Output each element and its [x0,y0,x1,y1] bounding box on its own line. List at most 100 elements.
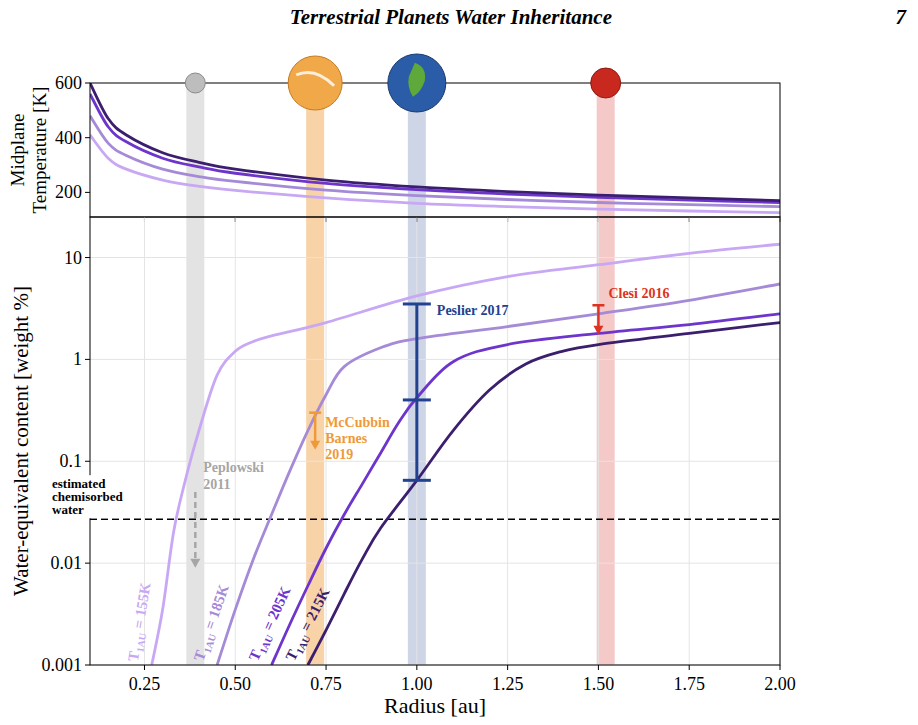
series-label: T1AU = 155K [125,581,157,663]
limit-label: Peplowski 2011 [203,460,264,492]
limit-label-line: 2019 [325,447,353,462]
limit-arrow: Peplowski 2011 [190,460,264,568]
tick-x [780,665,781,670]
tick-y [85,137,90,138]
series-label-part: = 215K [296,585,333,637]
limit-label-line: Peplowski [203,460,264,475]
tick-x [235,665,236,670]
limit-cap [309,411,321,414]
series-label-part: = 155K [130,581,154,633]
tick-x [507,665,508,670]
tick-label-y: 600 [55,73,82,93]
limit-cap [592,304,604,307]
limit-label-line: Clesi 2016 [608,286,669,301]
tick-label-x: 1.75 [673,674,705,694]
limit-stem [597,305,600,327]
tick-label-x: 0.25 [129,674,161,694]
grid-line-y [90,461,780,462]
limit-arrowhead [310,441,320,450]
plot-frame [90,217,780,665]
planet-band [597,83,615,665]
grid-line-x [598,217,599,665]
tick-label-y: 400 [55,128,82,148]
tick-x [598,665,599,670]
error-bar-cap [403,302,431,305]
grid-line-y [90,257,780,258]
tick-y [85,665,90,666]
tick-label-x: 2.00 [764,674,796,694]
series-line [217,284,780,665]
limit-arrow: McCubbinBarnes2019 [309,413,390,462]
error-bar-cap [403,398,431,401]
planet-icon [388,54,446,112]
series-label: T1AU = 185K [191,582,235,664]
limit-arrowhead [190,559,200,568]
background [0,0,918,725]
tick-label-y: 0.001 [42,655,83,675]
error-bar-cap [403,479,431,482]
planet-detail [296,72,334,85]
limit-label: Clesi 2016 [608,286,669,301]
tick-y [85,563,90,564]
axis-title-y: MidplaneTemperature [K] [7,87,50,214]
series-line [90,94,780,203]
limit-label-line: 2011 [203,477,230,492]
planet-band [186,83,204,665]
grid-line-x [235,217,236,665]
tick-y [85,257,90,258]
tick-label-y: 1 [73,349,82,369]
error-bar-label: Peslier 2017 [437,303,509,318]
data-area [90,244,780,665]
limit-stem [194,492,197,561]
running-title: Terrestrial Planets Water Inheritance [290,5,612,29]
tick-label-x: 0.50 [220,674,252,694]
tick-x [689,665,690,670]
tick-x [416,665,417,670]
series-label-subscript: 1AU [134,632,148,653]
planet-icons [185,54,620,112]
limit-stem [314,413,317,443]
tick-label-y: 0.1 [60,451,83,471]
series-label-part: = 185K [200,582,232,635]
tick-label-y: 0.01 [51,553,83,573]
planet-icon [591,68,621,98]
tick-y [85,83,90,84]
tick-y [85,461,90,462]
tick-label-x: 0.75 [310,674,342,694]
planet-detail [408,63,425,97]
grid-line-y [90,359,780,360]
tick-label-y: 10 [64,248,82,268]
figure: Terrestrial Planets Water Inheritance 7 20… [0,0,918,725]
reference-label-line: water [52,502,84,517]
axis-title-line: Midplane [7,114,28,187]
limit-label-line: McCubbin [325,415,390,430]
axis-title-line: Temperature [K] [29,87,50,214]
reference-label: estimatedchemisorbedwater [52,476,124,517]
planet-band [408,83,426,665]
limit-arrow: Clesi 2016 [592,286,669,334]
axis-title-x: Radius [au] [384,693,486,718]
tick-label-x: 1.50 [583,674,615,694]
tick-y [85,192,90,193]
tick-label-x: 1.25 [492,674,524,694]
page-number: 7 [896,5,908,29]
series-line [272,314,780,665]
tick-x [144,665,145,670]
planet-icon [185,73,205,93]
series-line [152,244,780,665]
axis-title-y: Water-equivalent content [weight %] [9,286,33,596]
series-label-part: = 205K [258,584,294,637]
tick-label-x: 1.00 [401,674,433,694]
series-label: T1AU = 215K [282,585,335,665]
planet-icon [288,56,342,110]
tick-x [326,665,327,670]
panel: 0.25 0.50 0.75 1.00 1.25 1.50 1.75 2.00 0.001 0.0… [9,217,796,718]
grid-line-x [416,217,417,665]
series-label-subscript: 1AU [202,633,219,655]
grid-line-x [507,217,508,665]
label-background [51,475,125,518]
limit-label-line: Barnes [325,431,368,446]
tick-y [85,359,90,360]
error-bar: Peslier 2017 [403,303,509,480]
limit-arrowhead [593,326,603,335]
